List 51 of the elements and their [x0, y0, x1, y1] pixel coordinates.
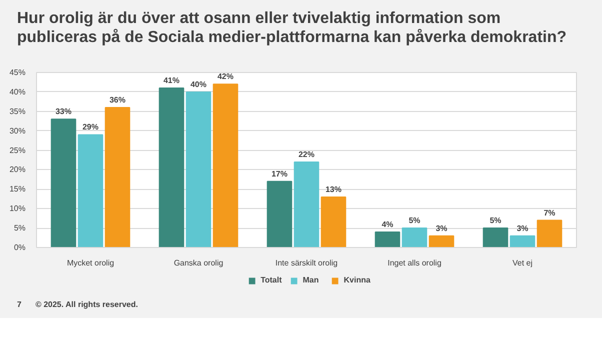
bar	[186, 91, 212, 248]
bar	[78, 134, 104, 248]
bar	[158, 88, 184, 248]
data-label: 3%	[516, 224, 528, 233]
y-tick-label: 25%	[9, 146, 26, 155]
bar	[536, 220, 562, 248]
bar	[212, 84, 238, 248]
y-tick-label: 20%	[9, 165, 26, 174]
data-label: 4%	[382, 220, 394, 229]
data-label: 5%	[408, 216, 420, 226]
x-tick-label: Inte särskilt orolig	[275, 258, 338, 268]
legend-label: Totalt	[260, 276, 282, 284]
bar	[402, 228, 428, 248]
y-tick-label: 10%	[9, 204, 26, 214]
bar	[510, 235, 536, 248]
y-tick-label: 0%	[14, 243, 26, 252]
data-label: 41%	[163, 76, 180, 86]
data-label: 17%	[271, 169, 288, 178]
bar	[294, 161, 320, 248]
y-tick-label: 15%	[9, 184, 26, 194]
y-tick-label: 5%	[14, 224, 26, 233]
y-tick-label: 30%	[9, 126, 26, 136]
text: 7	[17, 300, 22, 309]
data-label: 5%	[490, 216, 502, 226]
x-tick-label: Vet ej	[512, 258, 533, 268]
bar	[50, 118, 76, 248]
text: © 2025. All rights reserved.	[35, 300, 138, 309]
data-label: 40%	[190, 80, 207, 89]
data-label: 33%	[55, 107, 72, 116]
data-label: 36%	[109, 96, 126, 104]
data-label: 29%	[82, 122, 99, 132]
bar	[428, 235, 454, 248]
data-label: 42%	[217, 72, 234, 82]
x-tick-label: Mycket orolig	[66, 258, 114, 268]
legend-label: Kvinna	[344, 276, 370, 284]
bar	[374, 231, 400, 248]
y-tick-label: 40%	[9, 87, 26, 96]
data-label: 7%	[544, 208, 556, 218]
data-label: 3%	[436, 224, 448, 233]
bar	[104, 107, 130, 248]
y-tick-label: 45%	[9, 68, 26, 77]
x-tick-label: Inget alls orolig	[388, 258, 442, 268]
y-tick-label: 35%	[9, 106, 26, 116]
bar	[266, 180, 292, 248]
data-label: 22%	[298, 150, 315, 159]
chart-title: Hur orolig är du över att osann eller tvivelaktig information som publiceras på de Sociala medier-plattformarna kan påverka demokratin?	[17, 9, 568, 47]
data-label: 13%	[325, 184, 342, 194]
bar	[482, 228, 508, 248]
bar	[320, 196, 346, 248]
x-tick-label: Ganska orolig	[174, 258, 224, 268]
legend-label: Man	[302, 276, 320, 284]
